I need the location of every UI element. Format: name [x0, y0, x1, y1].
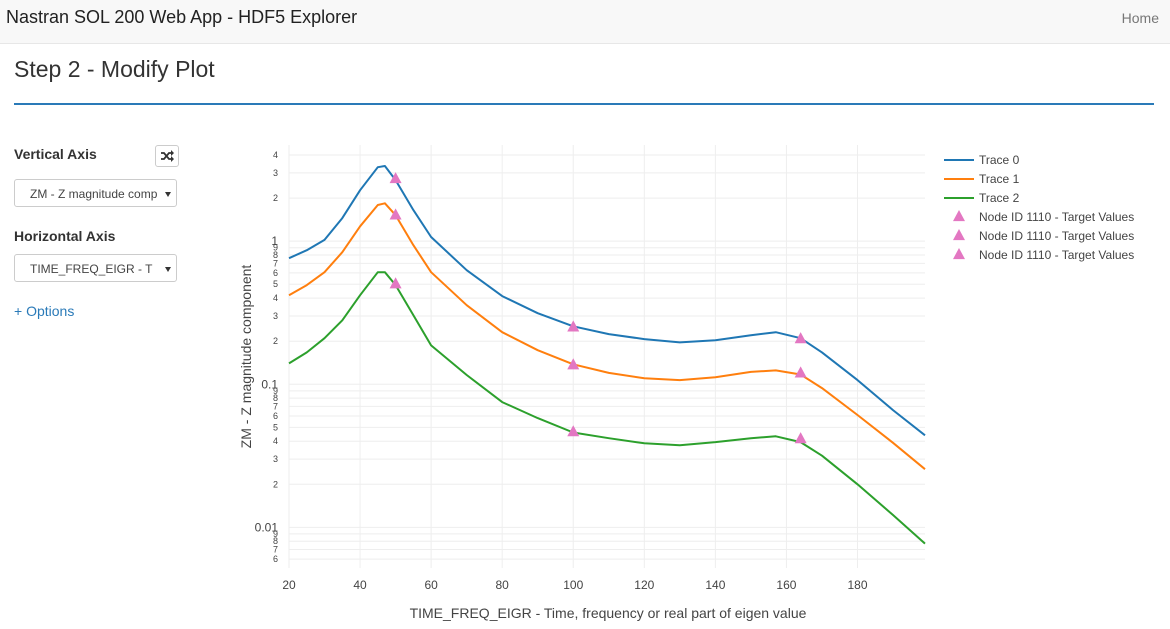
target-marker: [389, 172, 402, 184]
y-axis-title: ZM - Z magnitude component: [238, 265, 254, 449]
y-tick-label: 4: [273, 150, 278, 160]
y-tick-label: 5: [273, 279, 278, 289]
x-tick-label: 180: [847, 578, 867, 592]
y-tick-label: 3: [273, 311, 278, 321]
y-tick-label: 6: [273, 411, 278, 421]
y-tick-label: 6: [273, 554, 278, 564]
y-tick-label: 4: [273, 436, 278, 446]
y-tick-label: 9: [273, 386, 278, 396]
brand[interactable]: Nastran SOL 200 Web App - HDF5 Explorer: [6, 7, 358, 27]
y-tick-label: 5: [273, 422, 278, 432]
legend-label: Node ID 1110 - Target Values: [979, 210, 1134, 224]
select-text: TIME_FREQ_EIGR - T: [30, 262, 153, 276]
x-axis-title: TIME_FREQ_EIGR - Time, frequency or real…: [410, 605, 807, 621]
target-marker: [794, 332, 807, 344]
target-marker: [567, 425, 580, 437]
target-marker: [567, 358, 580, 370]
y-tick-label: 7: [273, 401, 278, 411]
y-tick-label: 8: [273, 393, 278, 403]
shuffle-icon: [161, 150, 174, 162]
target-marker: [794, 432, 807, 444]
y-tick-label: 3: [273, 168, 278, 178]
trace-line: [288, 202, 926, 470]
select-text: ZM - Z magnitude comp: [30, 187, 158, 201]
y-tick-label: 8: [273, 250, 278, 260]
vertical-axis-label: Vertical Axis: [14, 146, 97, 162]
legend-label: Trace 2: [979, 191, 1020, 205]
legend-label: Node ID 1110 - Target Values: [979, 248, 1134, 262]
vertical-axis-select[interactable]: ZM - Z magnitude comp: [14, 179, 177, 207]
legend-swatch: [953, 229, 965, 241]
x-tick-label: 60: [424, 578, 438, 592]
y-tick-label: 6: [273, 268, 278, 278]
y-tick-label: 7: [273, 545, 278, 555]
target-marker: [794, 366, 807, 378]
home-link[interactable]: Home: [1121, 10, 1159, 26]
y-tick-label: 2: [273, 336, 278, 346]
x-tick-label: 80: [496, 578, 510, 592]
horizontal-axis-label: Horizontal Axis: [14, 228, 116, 244]
x-tick-label: 100: [563, 578, 583, 592]
x-tick-label: 120: [634, 578, 654, 592]
x-tick-label: 20: [282, 578, 296, 592]
target-marker: [389, 208, 402, 220]
y-tick-label: 8: [273, 536, 278, 546]
x-tick-label: 40: [353, 578, 367, 592]
divider: [14, 103, 1154, 105]
y-tick-label: 9: [273, 529, 278, 539]
y-tick-label: 1: [271, 234, 278, 248]
legend-label: Trace 1: [979, 172, 1020, 186]
y-tick-label: 7: [273, 258, 278, 268]
navbar: Nastran SOL 200 Web App - HDF5 Explorer …: [0, 0, 1170, 44]
y-tick-label: 3: [273, 454, 278, 464]
legend-label: Trace 0: [979, 153, 1020, 167]
swap-axes-button[interactable]: [155, 145, 179, 167]
page-heading: Step 2 - Modify Plot: [14, 56, 215, 82]
options-link[interactable]: + Options: [14, 303, 75, 319]
x-tick-label: 140: [705, 578, 725, 592]
trace-line: [288, 271, 926, 545]
legend-swatch: [953, 248, 965, 260]
y-tick-label: 0.01: [255, 520, 279, 534]
horizontal-axis-select[interactable]: TIME_FREQ_EIGR - T: [14, 254, 177, 282]
x-tick-label: 160: [776, 578, 796, 592]
y-tick-label: 0.1: [261, 377, 278, 391]
target-marker: [567, 320, 580, 332]
y-tick-label: 2: [273, 479, 278, 489]
y-tick-label: 9: [273, 243, 278, 253]
legend-label: Node ID 1110 - Target Values: [979, 229, 1134, 243]
y-tick-label: 4: [273, 293, 278, 303]
y-tick-label: 2: [273, 193, 278, 203]
target-marker: [389, 277, 402, 289]
legend-swatch: [953, 210, 965, 222]
